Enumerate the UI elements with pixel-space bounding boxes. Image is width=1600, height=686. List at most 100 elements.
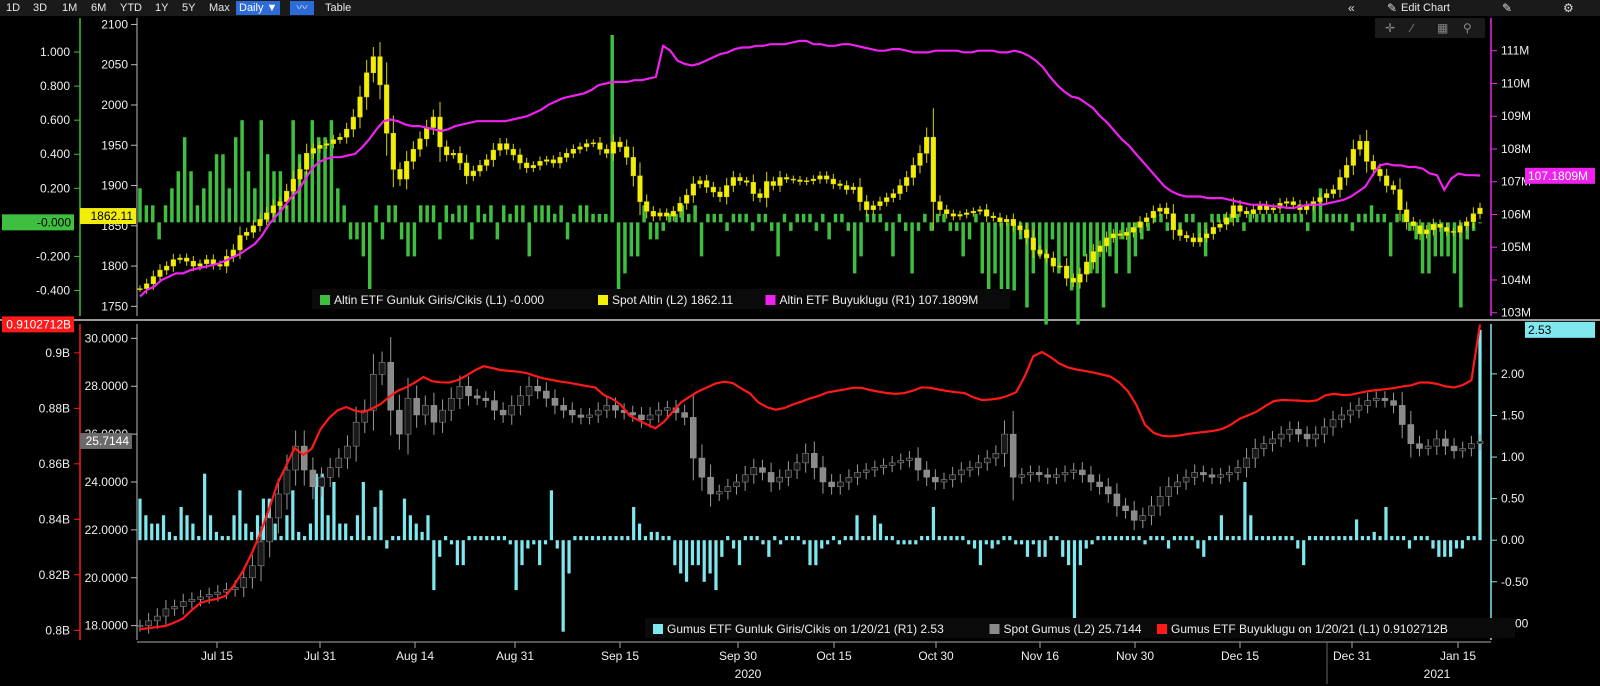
flow-bar (795, 213, 799, 223)
flow-bar (942, 213, 946, 223)
candle-body (171, 606, 178, 610)
candle-body (776, 476, 783, 483)
size-line (139, 39, 1481, 298)
flow-bar (326, 515, 330, 541)
candle-body (1030, 237, 1036, 251)
candle-body (1407, 424, 1415, 444)
candle-body (707, 476, 714, 495)
range-1d-button[interactable]: 1D (6, 2, 21, 14)
zoom-icon[interactable]: ⚲ (1463, 21, 1472, 35)
flow-bar (935, 213, 940, 223)
flow-bar (680, 205, 685, 223)
flow-bar (699, 222, 704, 257)
flow-bar (561, 540, 565, 632)
edit-chart-button[interactable]: Edit Chart (1401, 2, 1450, 14)
r1-tick-label: 0.00 (1501, 533, 1525, 547)
flow-bar (538, 540, 542, 566)
flow-bar (910, 222, 914, 274)
candle-body (604, 149, 610, 154)
candle-body (990, 215, 996, 218)
draw-line-icon[interactable]: ∕ (1408, 21, 1415, 35)
range-3d-button[interactable]: 3D (33, 2, 48, 14)
gear-icon[interactable]: ⚙ (1563, 1, 1574, 15)
x-tick-label: Oct 15 (816, 649, 852, 663)
flow-bar (1166, 540, 1171, 549)
flow-bar (714, 540, 718, 591)
flow-bar (246, 171, 251, 223)
range-5y-button[interactable]: 5Y (182, 2, 196, 14)
flow-bar (782, 213, 787, 223)
l2-tick-label: 28.0000 (85, 379, 129, 393)
flow-bar (279, 536, 283, 541)
r1-tick-label: 108M (1501, 142, 1531, 156)
l2-tick-label: 1950 (101, 138, 128, 152)
flow-bar (840, 213, 844, 223)
flow-bar (203, 473, 207, 541)
flow-bar (163, 205, 168, 223)
flow-bar (361, 482, 365, 541)
collapse-icon[interactable]: « (1348, 1, 1355, 15)
crosshair-icon[interactable]: ✛ (1385, 21, 1395, 35)
flow-bar (814, 540, 818, 566)
candle-body (1237, 205, 1243, 212)
flow-bar (620, 536, 624, 541)
candle-body (1117, 233, 1123, 236)
flow-bar (1401, 536, 1406, 541)
edit-icon[interactable]: ✎ (1502, 1, 1513, 15)
candle-body (1105, 486, 1112, 495)
flow-bar (1031, 540, 1035, 545)
candle-body (217, 264, 223, 267)
candle-body (910, 165, 916, 178)
candle-body (470, 170, 476, 177)
flow-bar (635, 222, 640, 257)
flow-bar (655, 222, 659, 240)
candle-body (534, 385, 541, 392)
flow-bar (1427, 222, 1431, 274)
grid-icon[interactable]: ▦ (1437, 21, 1448, 35)
pencil-icon: ✎ (1387, 1, 1398, 15)
l1-tick-label: 0.8B (45, 623, 70, 637)
range-6m-button[interactable]: 6M (91, 2, 107, 14)
candle-body (764, 181, 770, 198)
candle-body (352, 421, 360, 447)
flow-bar (1395, 213, 1399, 223)
flow-bar (208, 171, 212, 223)
flow-bar (673, 540, 677, 566)
candle-body (741, 474, 749, 483)
x-tick-label: Nov 30 (1116, 649, 1154, 663)
flow-bar (1382, 213, 1387, 223)
candle-body (1303, 433, 1311, 440)
flow-bar (1043, 540, 1047, 557)
flow-bar (763, 213, 768, 223)
range-1y-button[interactable]: 1Y (155, 2, 169, 14)
flow-bar (393, 205, 397, 223)
candle-body (1197, 237, 1203, 243)
candle-body (318, 476, 325, 488)
flow-bar (176, 171, 181, 223)
flow-bar (1299, 213, 1304, 223)
candle-body (1450, 231, 1456, 233)
range-1m-button[interactable]: 1M (62, 2, 78, 14)
candle-body (337, 136, 343, 140)
flow-bar (220, 536, 224, 541)
table-button[interactable]: Table (325, 2, 352, 14)
flow-bar (1069, 222, 1074, 291)
range-max-button[interactable]: Max (209, 2, 230, 14)
period-dropdown[interactable]: Daily ▼ (236, 1, 281, 15)
candle-body (188, 599, 196, 602)
flow-bar (491, 536, 495, 541)
range-ytd-button[interactable]: YTD (120, 2, 142, 14)
flow-bar (226, 536, 230, 541)
flow-bar (1025, 222, 1029, 308)
flow-bar (769, 222, 774, 231)
flow-bar (1102, 536, 1106, 541)
candle-body (1442, 438, 1449, 447)
flow-bar (553, 213, 557, 223)
flow-bar (391, 536, 395, 541)
flow-bar (144, 205, 149, 223)
flow-bar (1050, 222, 1055, 240)
flow-bar (674, 213, 678, 223)
chart-type-icon[interactable]: 〰 (290, 1, 314, 15)
candle-body (1464, 221, 1470, 227)
candle-body (724, 486, 732, 492)
